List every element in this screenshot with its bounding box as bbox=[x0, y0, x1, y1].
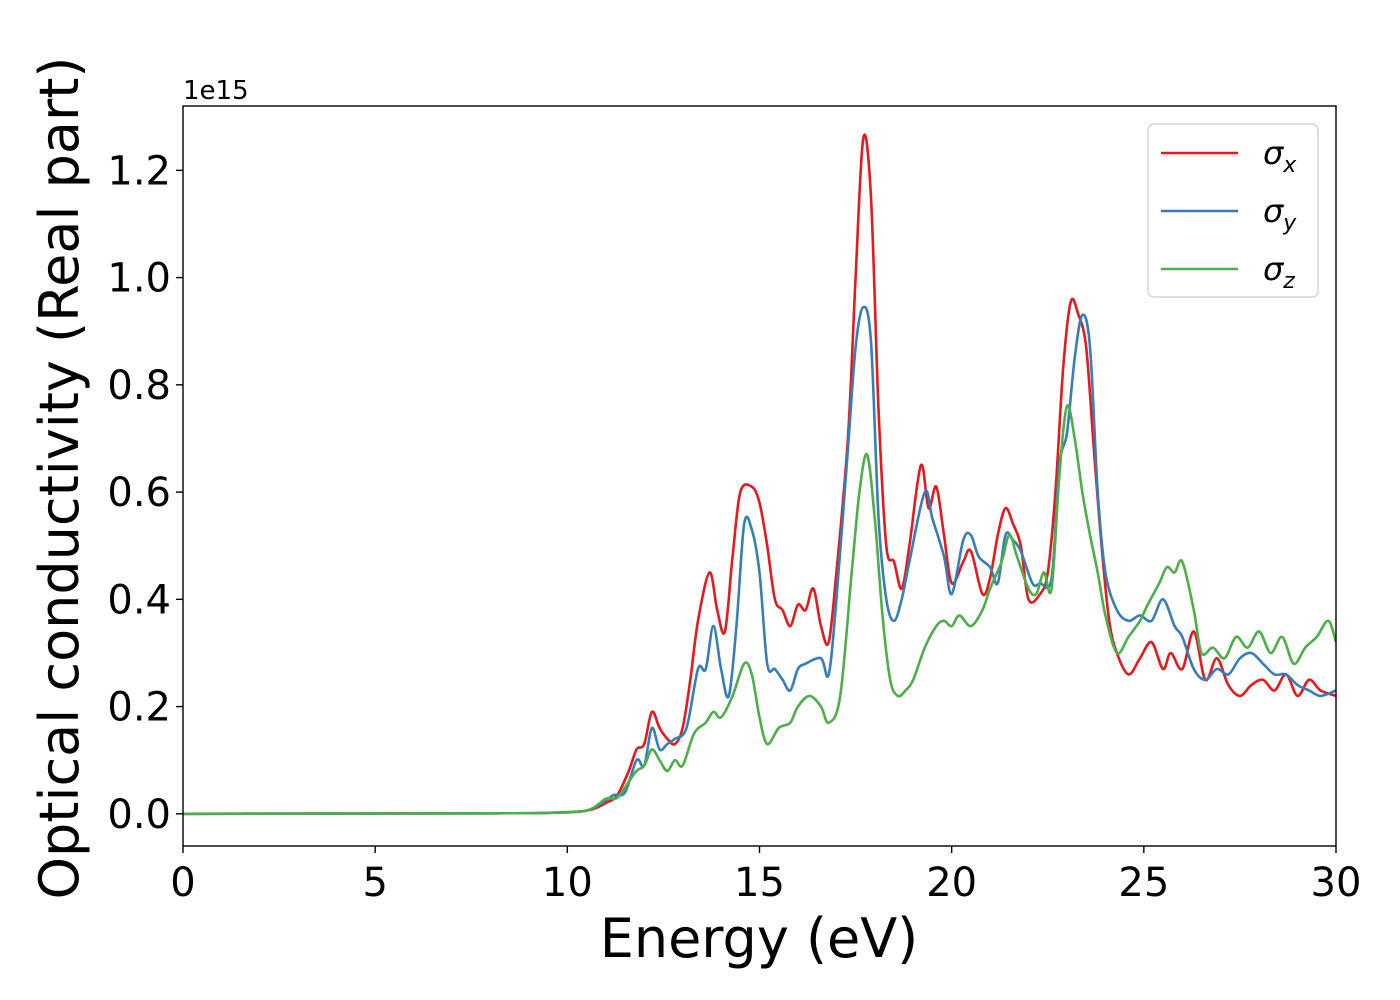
y-tick-label: 0.2 bbox=[107, 685, 171, 731]
legend-entry-z: σz bbox=[1263, 250, 1295, 294]
y-offset-label: 1e15 bbox=[183, 76, 249, 106]
legend-entry-x: σx bbox=[1263, 134, 1297, 178]
y-tick-label: 0.6 bbox=[107, 470, 171, 516]
x-tick-label: 10 bbox=[542, 860, 593, 906]
series-layer bbox=[183, 133, 1336, 816]
legend-symbol: σ bbox=[1263, 250, 1285, 288]
y-tick-label: 0.8 bbox=[107, 363, 171, 409]
x-tick-label: 20 bbox=[926, 860, 977, 906]
x-tick-label: 15 bbox=[734, 860, 785, 906]
series-line-z bbox=[183, 403, 1336, 816]
legend-entry-y: σy bbox=[1263, 192, 1297, 236]
series-line-y bbox=[183, 305, 1336, 816]
y-tick-label: 1.2 bbox=[107, 148, 171, 194]
x-tick-label: 30 bbox=[1311, 860, 1362, 906]
x-tick-label: 0 bbox=[170, 860, 195, 906]
y-axis: 0.0 0.2 0.4 0.6 0.8 1.0 1.2 bbox=[107, 148, 183, 838]
legend-symbol: σ bbox=[1263, 192, 1285, 230]
y-tick-label: 1.0 bbox=[107, 256, 171, 302]
series-line-x bbox=[183, 133, 1336, 816]
legend-symbol: σ bbox=[1263, 134, 1285, 172]
x-axis: 0 5 10 15 20 25 30 bbox=[170, 846, 1361, 906]
y-tick-label: 0.4 bbox=[107, 577, 171, 623]
x-tick-label: 25 bbox=[1118, 860, 1169, 906]
legend-subscript: x bbox=[1282, 153, 1297, 178]
x-tick-label: 5 bbox=[362, 860, 387, 906]
y-tick-label: 0.0 bbox=[107, 792, 171, 838]
y-axis-label: Optical conductivity (Real part) bbox=[28, 57, 91, 900]
x-axis-label: Energy (eV) bbox=[600, 907, 919, 970]
legend-subscript: z bbox=[1282, 269, 1295, 294]
legend-subscript: y bbox=[1282, 211, 1297, 236]
